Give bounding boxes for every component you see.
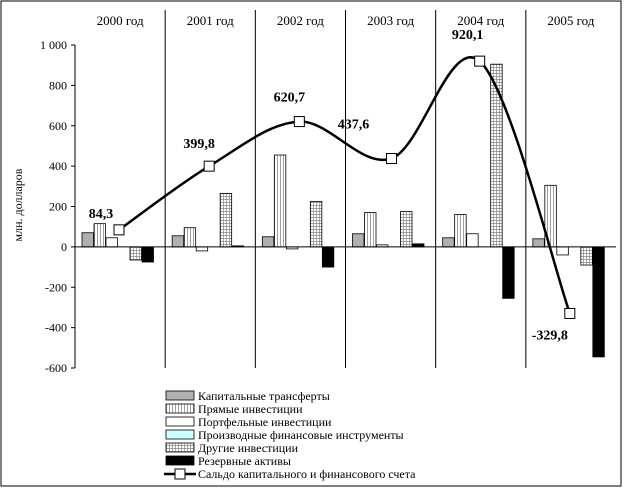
bar bbox=[364, 212, 377, 248]
legend-swatch bbox=[165, 390, 195, 401]
y-tick-label: -200 bbox=[45, 280, 67, 294]
legend-label: Другие инвестиции bbox=[198, 441, 299, 455]
line-marker bbox=[474, 55, 486, 67]
bar bbox=[195, 246, 209, 252]
legend-label: Портфельные инвестиции bbox=[198, 415, 332, 429]
bar bbox=[309, 201, 323, 248]
bar bbox=[466, 233, 479, 248]
legend-label: Резервные активы bbox=[198, 454, 291, 468]
line-marker bbox=[293, 116, 305, 128]
bar bbox=[532, 238, 545, 248]
data-label: 920,1 bbox=[452, 28, 484, 43]
bar bbox=[129, 246, 142, 261]
legend-swatch bbox=[165, 455, 195, 466]
legend-swatch bbox=[165, 403, 195, 414]
bar bbox=[580, 246, 593, 266]
data-label: 84,3 bbox=[89, 207, 114, 222]
data-label: -329,8 bbox=[532, 328, 568, 343]
bar bbox=[556, 246, 569, 256]
y-axis-label: млн. долларов bbox=[11, 168, 25, 241]
y-tick-label: -600 bbox=[45, 361, 67, 375]
bar bbox=[93, 223, 106, 248]
bar bbox=[490, 63, 503, 248]
data-label: 399,8 bbox=[183, 137, 215, 152]
bar bbox=[183, 227, 197, 248]
y-tick-label: 600 bbox=[49, 119, 67, 133]
y-tick-label: 1 000 bbox=[40, 38, 67, 52]
bar bbox=[400, 211, 413, 248]
legend-label: Производные финансовые инструменты bbox=[198, 428, 404, 442]
legend-label: Сальдо капитального и финансового счета bbox=[198, 467, 416, 481]
bar bbox=[171, 235, 185, 248]
line-marker bbox=[386, 153, 397, 165]
bar bbox=[352, 233, 365, 248]
category-label: 2002 год bbox=[277, 13, 324, 28]
bar bbox=[141, 246, 154, 263]
bar bbox=[219, 192, 233, 248]
category-label: 2001 год bbox=[187, 13, 234, 28]
legend-swatch bbox=[165, 416, 195, 427]
legend-label: Капитальные трансферты bbox=[198, 389, 330, 403]
bar bbox=[261, 236, 275, 248]
bar bbox=[454, 214, 467, 248]
bar bbox=[321, 246, 335, 268]
data-label: 437,6 bbox=[338, 118, 370, 133]
y-tick-label: 800 bbox=[49, 78, 67, 92]
category-label: 2000 год bbox=[97, 13, 144, 28]
data-label: 620,7 bbox=[274, 91, 306, 106]
line-marker bbox=[203, 160, 215, 172]
bar bbox=[81, 232, 94, 248]
legend-swatch bbox=[165, 429, 195, 440]
bar bbox=[502, 246, 515, 299]
legend-label: Прямые инвестиции bbox=[198, 402, 303, 416]
category-label: 2004 год bbox=[457, 13, 504, 28]
category-label: 2005 год bbox=[547, 13, 594, 28]
y-tick-label: -400 bbox=[45, 321, 67, 335]
legend-box bbox=[164, 387, 470, 482]
bar bbox=[442, 237, 455, 248]
bar bbox=[592, 246, 605, 358]
legend-swatch bbox=[165, 442, 195, 453]
y-tick-label: 400 bbox=[49, 159, 67, 173]
y-tick-label: 0 bbox=[61, 240, 67, 254]
y-tick-label: 200 bbox=[49, 200, 67, 214]
line-marker bbox=[564, 307, 576, 319]
line-marker bbox=[113, 224, 125, 236]
legend-marker bbox=[174, 468, 186, 480]
category-label: 2003 год bbox=[367, 13, 414, 28]
bar bbox=[105, 237, 118, 248]
bar bbox=[273, 154, 287, 248]
